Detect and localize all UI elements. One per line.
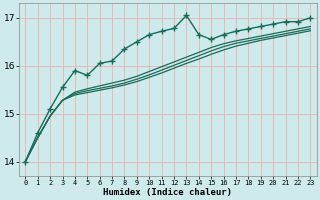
X-axis label: Humidex (Indice chaleur): Humidex (Indice chaleur)	[103, 188, 232, 197]
